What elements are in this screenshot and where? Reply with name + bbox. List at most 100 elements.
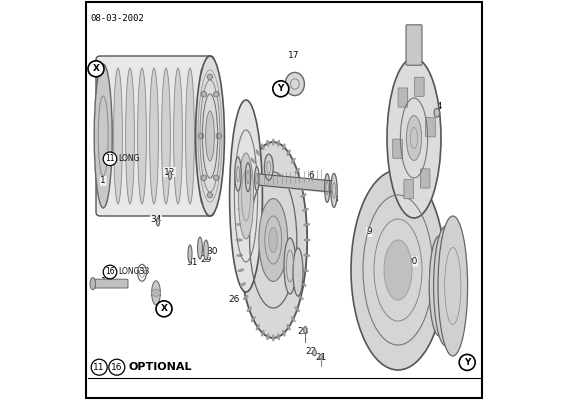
Ellipse shape xyxy=(168,171,172,180)
Ellipse shape xyxy=(284,238,296,294)
Text: 12: 12 xyxy=(164,168,176,176)
Text: 5: 5 xyxy=(266,157,272,166)
Ellipse shape xyxy=(266,334,269,340)
Text: 29: 29 xyxy=(200,256,211,264)
Ellipse shape xyxy=(152,281,160,305)
FancyBboxPatch shape xyxy=(425,118,435,137)
FancyBboxPatch shape xyxy=(91,279,128,288)
Ellipse shape xyxy=(277,334,280,340)
Circle shape xyxy=(273,81,289,97)
Ellipse shape xyxy=(126,68,135,204)
Text: 25: 25 xyxy=(282,288,294,296)
Ellipse shape xyxy=(300,283,306,286)
Text: 24: 24 xyxy=(286,306,298,314)
Circle shape xyxy=(156,301,172,317)
Text: 30: 30 xyxy=(206,248,218,256)
Text: 19: 19 xyxy=(429,272,440,281)
Ellipse shape xyxy=(251,317,256,322)
Text: 34: 34 xyxy=(151,216,162,224)
Text: 26: 26 xyxy=(228,296,239,304)
Ellipse shape xyxy=(162,68,170,204)
Ellipse shape xyxy=(291,317,295,322)
Ellipse shape xyxy=(90,278,95,290)
Text: 33: 33 xyxy=(138,268,150,276)
Text: 2: 2 xyxy=(235,140,240,148)
Ellipse shape xyxy=(114,68,122,204)
Ellipse shape xyxy=(229,100,262,292)
Text: 4: 4 xyxy=(255,152,261,160)
Ellipse shape xyxy=(102,68,110,204)
Ellipse shape xyxy=(387,58,441,218)
Text: 17: 17 xyxy=(288,52,300,60)
Ellipse shape xyxy=(239,142,307,338)
FancyBboxPatch shape xyxy=(392,139,402,158)
Ellipse shape xyxy=(206,111,214,161)
Ellipse shape xyxy=(238,208,244,211)
Ellipse shape xyxy=(261,144,264,150)
Ellipse shape xyxy=(433,226,458,346)
Text: X: X xyxy=(161,304,168,313)
Ellipse shape xyxy=(298,296,303,300)
Ellipse shape xyxy=(236,239,243,241)
Ellipse shape xyxy=(261,330,264,336)
Circle shape xyxy=(207,74,213,80)
Ellipse shape xyxy=(287,324,290,330)
Text: 16: 16 xyxy=(105,268,115,276)
Text: 32: 32 xyxy=(151,289,162,298)
Text: 8: 8 xyxy=(332,195,338,204)
Circle shape xyxy=(459,354,475,370)
Ellipse shape xyxy=(298,180,303,184)
Text: 13: 13 xyxy=(417,84,428,92)
Text: 15: 15 xyxy=(101,277,112,286)
Ellipse shape xyxy=(295,168,300,173)
Circle shape xyxy=(109,359,125,375)
Text: 18: 18 xyxy=(448,288,460,296)
Ellipse shape xyxy=(303,269,308,272)
Circle shape xyxy=(103,152,117,166)
Ellipse shape xyxy=(251,158,256,163)
Ellipse shape xyxy=(149,68,158,204)
Ellipse shape xyxy=(331,173,337,207)
Ellipse shape xyxy=(186,68,194,204)
Ellipse shape xyxy=(295,307,300,312)
Text: LONG: LONG xyxy=(118,154,140,163)
Ellipse shape xyxy=(236,223,243,226)
Circle shape xyxy=(201,175,207,181)
Ellipse shape xyxy=(243,296,248,300)
Ellipse shape xyxy=(203,240,208,260)
Ellipse shape xyxy=(188,245,192,263)
Text: 7: 7 xyxy=(323,189,328,198)
Circle shape xyxy=(214,175,219,181)
Text: 21: 21 xyxy=(315,354,327,362)
Ellipse shape xyxy=(240,194,246,197)
Text: LONG: LONG xyxy=(118,268,140,276)
Ellipse shape xyxy=(287,150,290,156)
Text: 28: 28 xyxy=(240,210,252,218)
Ellipse shape xyxy=(256,324,260,330)
Ellipse shape xyxy=(195,56,224,216)
Ellipse shape xyxy=(245,163,250,192)
Ellipse shape xyxy=(303,208,308,211)
FancyBboxPatch shape xyxy=(96,56,214,216)
Ellipse shape xyxy=(272,139,274,145)
Ellipse shape xyxy=(319,354,323,359)
Text: 20: 20 xyxy=(406,257,417,266)
FancyBboxPatch shape xyxy=(406,25,422,65)
Ellipse shape xyxy=(324,174,330,202)
Ellipse shape xyxy=(198,68,206,204)
Ellipse shape xyxy=(269,227,278,253)
Ellipse shape xyxy=(272,335,274,341)
FancyBboxPatch shape xyxy=(420,169,430,188)
Ellipse shape xyxy=(304,326,307,334)
Ellipse shape xyxy=(438,216,467,356)
Ellipse shape xyxy=(254,167,259,191)
Circle shape xyxy=(201,91,207,97)
Ellipse shape xyxy=(429,236,449,336)
Circle shape xyxy=(214,91,219,97)
Text: 31: 31 xyxy=(186,258,198,267)
Text: OPTIONAL: OPTIONAL xyxy=(129,362,193,372)
Ellipse shape xyxy=(240,283,246,286)
Ellipse shape xyxy=(137,68,147,204)
Text: 11: 11 xyxy=(94,363,105,372)
Ellipse shape xyxy=(293,248,303,296)
